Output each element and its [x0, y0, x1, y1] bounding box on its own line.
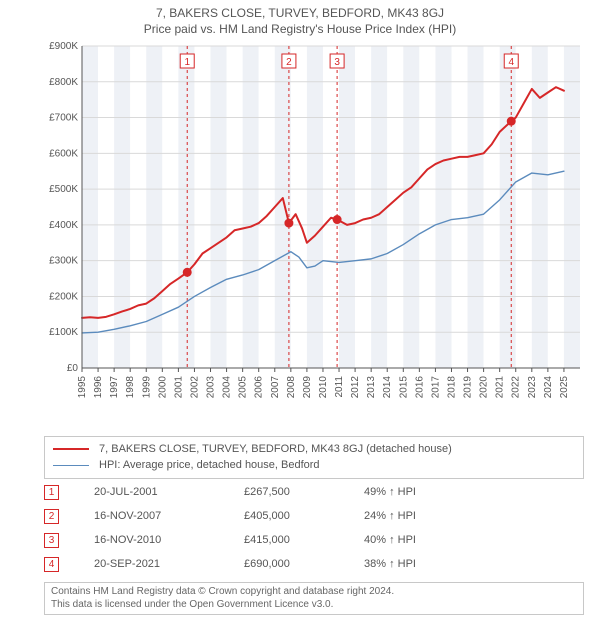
attribution-line-2: This data is licensed under the Open Gov… — [51, 599, 577, 612]
event-price: £405,000 — [244, 510, 364, 522]
event-vs-hpi: 40% ↑ HPI — [364, 534, 484, 546]
event-price: £690,000 — [244, 558, 364, 570]
event-vs-hpi: 49% ↑ HPI — [364, 486, 484, 498]
price-chart: £0 £100K £200K £300K £400K £500K £600K £700K £80… — [44, 42, 584, 402]
x-tick-label: 2023 — [527, 376, 538, 399]
event-row: 2 16-NOV-2007£405,00024% ↑ HPI — [44, 504, 584, 528]
event-vs-hpi: 24% ↑ HPI — [364, 510, 484, 522]
y-tick-label: £100K — [49, 327, 78, 338]
x-tick-label: 2017 — [430, 376, 441, 399]
x-tick-label: 2001 — [173, 376, 184, 399]
y-tick-label: £0 — [67, 363, 79, 374]
event-id-marker: 4 — [44, 557, 59, 572]
event-id-marker: 3 — [44, 533, 59, 548]
y-tick-label: £700K — [49, 113, 78, 124]
event-id-marker: 2 — [44, 509, 59, 524]
page-title-address: 7, BAKERS CLOSE, TURVEY, BEDFORD, MK43 8… — [0, 0, 600, 20]
event-date: 16-NOV-2010 — [94, 534, 244, 546]
y-tick-label: £400K — [49, 220, 78, 231]
x-tick-label: 2022 — [511, 376, 522, 399]
x-tick-label: 1999 — [141, 376, 152, 399]
legend-swatch — [53, 448, 89, 450]
series-marker — [507, 117, 515, 125]
attribution-line-1: Contains HM Land Registry data © Crown c… — [51, 586, 577, 599]
series-marker — [333, 216, 341, 224]
y-tick-label: £200K — [49, 291, 78, 302]
x-tick-label: 2013 — [366, 376, 377, 399]
event-vs-hpi: 38% ↑ HPI — [364, 558, 484, 570]
x-tick-label: 1996 — [93, 376, 104, 399]
y-tick-label: £500K — [49, 184, 78, 195]
x-tick-label: 2002 — [189, 376, 200, 399]
event-marker-label: 4 — [508, 57, 514, 68]
series-marker — [183, 268, 191, 276]
y-tick-label: £800K — [49, 77, 78, 88]
legend-row: 7, BAKERS CLOSE, TURVEY, BEDFORD, MK43 8… — [53, 441, 575, 457]
x-tick-label: 2009 — [302, 376, 313, 399]
x-tick-label: 2014 — [382, 376, 393, 399]
event-row: 4 20-SEP-2021£690,00038% ↑ HPI — [44, 552, 584, 576]
legend-label: HPI: Average price, detached house, Bedf… — [99, 459, 320, 471]
event-price: £415,000 — [244, 534, 364, 546]
x-tick-label: 2020 — [479, 376, 490, 399]
x-tick-label: 2005 — [238, 376, 249, 399]
event-date: 16-NOV-2007 — [94, 510, 244, 522]
event-row: 3 16-NOV-2010£415,00040% ↑ HPI — [44, 528, 584, 552]
legend-label: 7, BAKERS CLOSE, TURVEY, BEDFORD, MK43 8… — [99, 443, 452, 455]
x-tick-label: 1995 — [77, 376, 88, 399]
events-table: 1 20-JUL-2001£267,50049% ↑ HPI 2 16-NOV-200… — [44, 480, 584, 576]
legend-swatch — [53, 465, 89, 466]
x-tick-label: 2007 — [270, 376, 281, 399]
x-tick-label: 2025 — [559, 376, 570, 399]
series-marker — [285, 219, 293, 227]
y-tick-label: £600K — [49, 148, 78, 159]
x-tick-label: 2010 — [318, 376, 329, 399]
x-tick-label: 2016 — [414, 376, 425, 399]
x-tick-label: 1998 — [125, 376, 136, 399]
event-marker-label: 3 — [334, 57, 340, 68]
x-tick-label: 2012 — [350, 376, 361, 399]
event-date: 20-JUL-2001 — [94, 486, 244, 498]
x-tick-label: 2006 — [254, 376, 265, 399]
x-tick-label: 2004 — [222, 376, 233, 399]
event-price: £267,500 — [244, 486, 364, 498]
event-marker-label: 1 — [184, 57, 190, 68]
x-tick-label: 2000 — [157, 376, 168, 399]
x-tick-label: 1997 — [109, 376, 120, 399]
event-date: 20-SEP-2021 — [94, 558, 244, 570]
y-tick-label: £300K — [49, 256, 78, 267]
x-tick-label: 2018 — [446, 376, 457, 399]
x-tick-label: 2011 — [334, 376, 345, 398]
event-row: 1 20-JUL-2001£267,50049% ↑ HPI — [44, 480, 584, 504]
chart-legend: 7, BAKERS CLOSE, TURVEY, BEDFORD, MK43 8… — [44, 436, 584, 479]
x-tick-label: 2021 — [495, 376, 506, 399]
y-tick-label: £900K — [49, 42, 78, 52]
x-tick-label: 2015 — [398, 376, 409, 399]
x-tick-label: 2019 — [463, 376, 474, 399]
x-tick-label: 2003 — [206, 376, 217, 399]
legend-row: HPI: Average price, detached house, Bedf… — [53, 457, 575, 473]
event-marker-label: 2 — [286, 57, 292, 68]
x-tick-label: 2024 — [543, 376, 554, 399]
page-title-subtitle: Price paid vs. HM Land Registry's House … — [0, 20, 600, 40]
x-tick-label: 2008 — [286, 376, 297, 399]
data-attribution: Contains HM Land Registry data © Crown c… — [44, 582, 584, 615]
event-id-marker: 1 — [44, 485, 59, 500]
